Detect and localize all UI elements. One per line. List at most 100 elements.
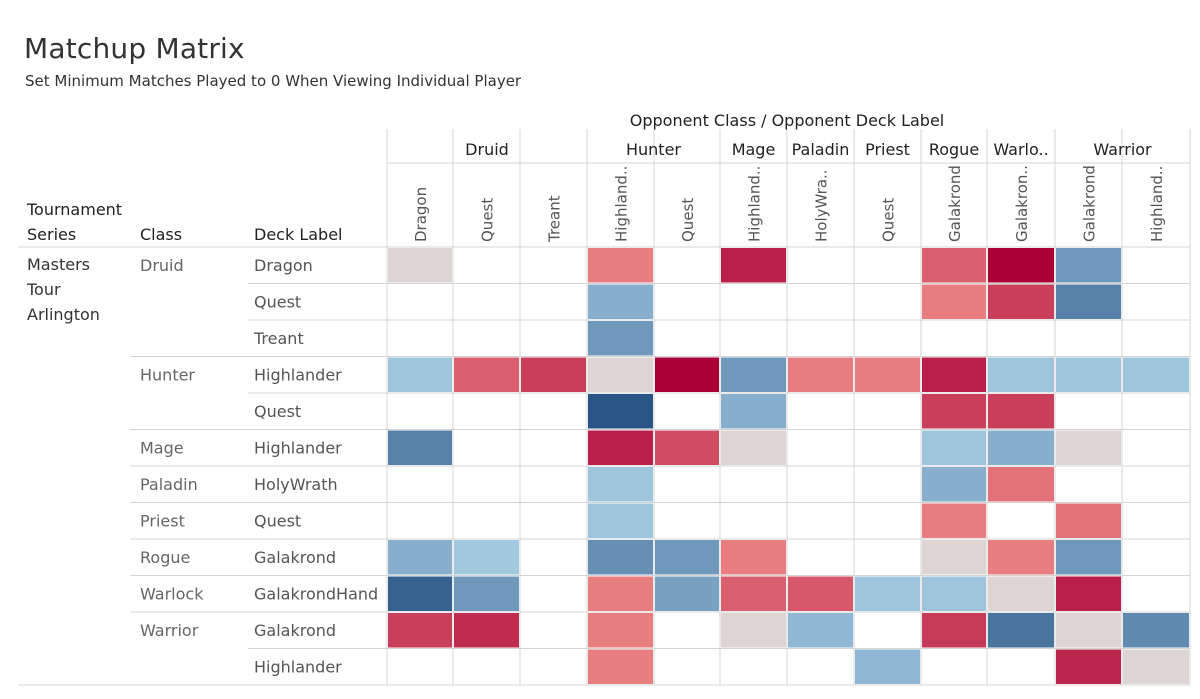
heatmap-cell	[988, 394, 1054, 429]
column-deck-label: Highland..	[613, 166, 631, 242]
row-deck-label: Quest	[254, 512, 301, 531]
row-deck-label: Quest	[254, 293, 301, 312]
heatmap-cell	[588, 394, 653, 429]
heatmap-cell	[655, 430, 719, 465]
heatmap-cell	[721, 357, 786, 392]
heatmap-cell	[454, 540, 519, 575]
heatmap-cell	[1056, 540, 1121, 575]
row-class-label: Warrior	[140, 621, 199, 640]
heatmap-cell	[588, 430, 653, 465]
row-deck-label: Quest	[254, 402, 301, 421]
heatmap-cell	[855, 649, 920, 684]
heatmap-cell	[922, 576, 986, 611]
heatmap-cell	[922, 248, 986, 283]
heatmap-cell	[588, 503, 653, 538]
heatmap-cell	[788, 357, 853, 392]
heatmap-cell	[588, 540, 653, 575]
heatmap-cell	[454, 576, 519, 611]
heatmap-cell	[588, 467, 653, 502]
heatmap-cell	[1056, 613, 1121, 648]
heatmap-cell	[988, 284, 1054, 319]
column-deck-label: Quest	[479, 198, 497, 242]
heatmap-cell	[922, 357, 986, 392]
tournament-series-label: Masters	[27, 255, 90, 274]
heatmap-cell	[1056, 284, 1121, 319]
heatmap-cell	[388, 540, 452, 575]
row-class-label: Rogue	[140, 548, 190, 567]
row-deck-label: Dragon	[254, 256, 313, 275]
row-class-label: Druid	[140, 256, 184, 275]
tournament-series-label: Arlington	[27, 305, 100, 324]
heatmap-cell	[388, 613, 452, 648]
heatmap-cell	[988, 540, 1054, 575]
heatmap-cell	[988, 430, 1054, 465]
row-header-deck-label: Deck Label	[254, 225, 342, 244]
heatmap-cell	[1056, 430, 1121, 465]
heatmap-cell	[588, 284, 653, 319]
heatmap-cell	[721, 540, 786, 575]
heatmap-cell	[1056, 576, 1121, 611]
row-deck-label: Highlander	[254, 658, 342, 677]
row-deck-label: Galakrond	[254, 621, 336, 640]
column-class-label: Rogue	[929, 140, 979, 159]
heatmap-cell	[988, 248, 1054, 283]
row-class-label: Warlock	[140, 585, 204, 604]
column-deck-label: Highland..	[1148, 166, 1166, 242]
heatmap-cell	[454, 357, 519, 392]
heatmap-cell	[788, 613, 853, 648]
row-deck-label: Highlander	[254, 439, 342, 458]
heatmap-cell	[588, 649, 653, 684]
heatmap-cell	[721, 430, 786, 465]
column-class-label: Paladin	[792, 140, 850, 159]
heatmap-cell	[922, 284, 986, 319]
chart-subtitle: Set Minimum Matches Played to 0 When Vie…	[25, 72, 522, 90]
row-class-label: Hunter	[140, 366, 195, 385]
heatmap-cell	[922, 503, 986, 538]
heatmap-cell	[988, 467, 1054, 502]
column-deck-label: HolyWra..	[813, 169, 831, 242]
heatmap-cell	[655, 576, 719, 611]
row-deck-label: GalakrondHand	[254, 585, 378, 604]
heatmap-cell	[1123, 649, 1189, 684]
row-deck-label: Treant	[253, 329, 304, 348]
heatmap-cell	[655, 357, 719, 392]
column-class-label: Warrior	[1093, 140, 1152, 159]
heatmap-cell	[855, 576, 920, 611]
column-deck-label: Galakron..	[1013, 165, 1031, 242]
heatmap-cell	[1056, 503, 1121, 538]
heatmap-cell	[988, 357, 1054, 392]
column-class-label: Hunter	[626, 140, 681, 159]
heatmap-cell	[721, 576, 786, 611]
heatmap-cell	[521, 357, 586, 392]
heatmap-cell	[388, 357, 452, 392]
row-class-label: Paladin	[140, 475, 198, 494]
heatmap-cell	[721, 394, 786, 429]
column-deck-label: Treant	[546, 195, 564, 243]
column-header-title: Opponent Class / Opponent Deck Label	[630, 111, 945, 130]
row-class-label: Priest	[140, 512, 185, 531]
heatmap-cell	[721, 613, 786, 648]
row-deck-label: HolyWrath	[254, 475, 338, 494]
heatmap-cell	[1123, 613, 1189, 648]
column-deck-label: Dragon	[412, 187, 430, 242]
row-deck-label: Highlander	[254, 366, 342, 385]
heatmap-cell	[988, 576, 1054, 611]
heatmap-cell	[788, 576, 853, 611]
heatmap-cell	[922, 394, 986, 429]
column-deck-label: Quest	[880, 198, 898, 242]
row-header-series: Series	[27, 225, 76, 244]
column-class-label: Priest	[865, 140, 910, 159]
row-deck-label: Galakrond	[254, 548, 336, 567]
row-header-tournament: Tournament	[26, 200, 122, 219]
column-deck-label: Galakrond	[946, 165, 964, 242]
heatmap-cell	[588, 357, 653, 392]
row-header-class: Class	[140, 225, 182, 244]
heatmap-cell	[454, 613, 519, 648]
chart-title: Matchup Matrix	[24, 32, 245, 65]
column-class-label: Druid	[465, 140, 509, 159]
heatmap-cell	[388, 576, 452, 611]
column-class-label: Mage	[732, 140, 776, 159]
heatmap-cell	[922, 467, 986, 502]
heatmap-cell	[721, 248, 786, 283]
heatmap-cell	[922, 613, 986, 648]
